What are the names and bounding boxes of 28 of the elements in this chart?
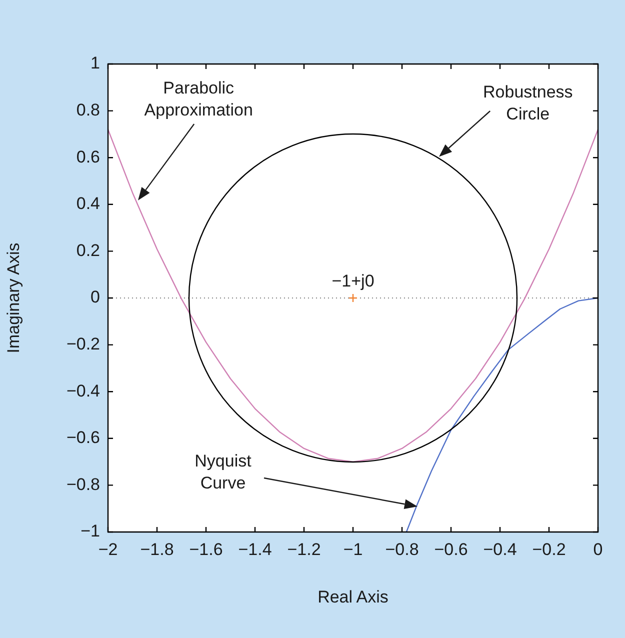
x-tick-label: −1.4 xyxy=(238,540,272,559)
y-tick-label: 0.2 xyxy=(76,240,100,260)
x-tick-label: −1.2 xyxy=(287,540,321,559)
x-tick-label: −2 xyxy=(98,540,118,559)
y-tick-label: 0.8 xyxy=(76,100,100,120)
x-axis-title: Real Axis xyxy=(318,587,388,606)
x-tick-label: −0.4 xyxy=(483,540,517,559)
y-tick-label: −0.2 xyxy=(66,334,100,354)
x-tick-label: −0.6 xyxy=(434,540,468,559)
x-tick-label: −1.6 xyxy=(189,540,223,559)
annotation: −1+j0 xyxy=(332,272,374,291)
x-tick-label: −1.8 xyxy=(140,540,174,559)
y-tick-label: 0.6 xyxy=(76,147,100,166)
annotation: Parabolic Approximation xyxy=(144,78,253,120)
x-tick-label: −1 xyxy=(343,540,363,559)
x-tick-label: −0.8 xyxy=(385,540,419,559)
x-tick-label: −0.2 xyxy=(532,540,566,559)
annotation: Nyquist Curve xyxy=(194,452,252,493)
y-tick-label: −1 xyxy=(80,522,100,541)
x-tick-label: 0 xyxy=(593,540,603,559)
y-tick-label: −0.4 xyxy=(66,381,100,400)
y-tick-label: 0.4 xyxy=(76,194,100,214)
y-axis-title: Imaginary Axis xyxy=(4,242,23,354)
y-tick-label: −0.8 xyxy=(66,474,100,494)
y-tick-label: 0 xyxy=(90,288,100,307)
annotation: Robustness Circle xyxy=(483,82,573,124)
y-tick-label: −0.6 xyxy=(66,428,100,448)
y-tick-label: 1 xyxy=(90,54,100,73)
